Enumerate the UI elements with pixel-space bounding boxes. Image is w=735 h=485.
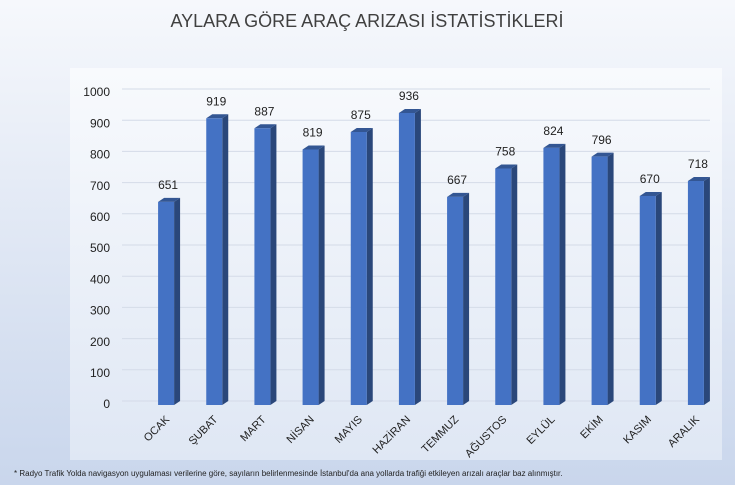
y-tick-label: 0 (103, 397, 110, 411)
y-tick-label: 600 (90, 210, 110, 224)
bar-top (254, 124, 277, 129)
value-label: 651 (158, 178, 178, 192)
value-label: 718 (688, 157, 708, 171)
bar (687, 176, 710, 405)
bar-side (366, 128, 373, 405)
bar-side (414, 108, 421, 405)
bar (350, 128, 373, 405)
bar-front (158, 201, 175, 405)
value-label: 796 (592, 133, 612, 147)
bar (254, 124, 277, 406)
bar-side (655, 191, 662, 405)
bar-front (447, 196, 464, 405)
bar-side (559, 143, 566, 406)
bar (398, 108, 421, 405)
bar-side (463, 192, 470, 405)
bar-top (591, 152, 614, 157)
y-tick-label: 200 (90, 335, 110, 349)
bar-top (158, 197, 181, 202)
y-tick-label: 300 (90, 304, 110, 318)
bar-top (543, 143, 566, 148)
bar-side (222, 114, 229, 405)
value-label: 919 (206, 94, 226, 108)
bar-front (591, 156, 608, 405)
bar (302, 145, 325, 406)
bar-side (511, 164, 518, 405)
value-label: 819 (303, 126, 323, 140)
value-label: 758 (495, 145, 515, 159)
y-tick-label: 1000 (83, 85, 110, 99)
bar-top (206, 114, 229, 119)
bar-top (495, 164, 518, 169)
bar-front (687, 180, 704, 405)
bar-side (318, 145, 325, 406)
bar-top (302, 145, 325, 150)
y-tick-label: 800 (90, 148, 110, 162)
bar-top (398, 108, 421, 113)
bar-front (350, 132, 367, 405)
bar-top (639, 191, 662, 196)
chart-title: AYLARA GÖRE ARAÇ ARIZASI İSTATİSTİKLERİ (170, 11, 563, 31)
y-tick-label: 400 (90, 272, 110, 286)
bar (206, 114, 229, 405)
value-label: 667 (447, 173, 467, 187)
value-label: 887 (254, 104, 274, 118)
bar (639, 191, 662, 405)
value-label: 875 (351, 108, 371, 122)
bar (158, 197, 181, 405)
bar-front (543, 147, 560, 406)
bar-front (254, 128, 271, 406)
footnote: * Radyo Trafik Yolda navigasyon uygulama… (14, 469, 562, 478)
bar-front (639, 195, 656, 405)
bar (591, 152, 614, 405)
bar-front (206, 118, 223, 405)
bar (495, 164, 518, 405)
bar (447, 192, 470, 405)
bar-front (302, 149, 319, 405)
bar-side (174, 197, 181, 405)
bar-side (703, 176, 710, 405)
value-label: 824 (543, 124, 563, 138)
y-tick-label: 900 (90, 116, 110, 130)
bar-front (495, 168, 512, 405)
bar-top (687, 176, 710, 181)
bar (543, 143, 566, 406)
y-tick-label: 700 (90, 179, 110, 193)
bar-front (398, 112, 415, 405)
value-label: 936 (399, 89, 419, 103)
bar-side (270, 124, 277, 406)
y-tick-label: 500 (90, 241, 110, 255)
bar-side (607, 152, 614, 405)
bar-top (350, 128, 373, 132)
bar-top (447, 192, 470, 197)
y-tick-label: 100 (90, 366, 110, 380)
value-label: 670 (640, 172, 660, 186)
